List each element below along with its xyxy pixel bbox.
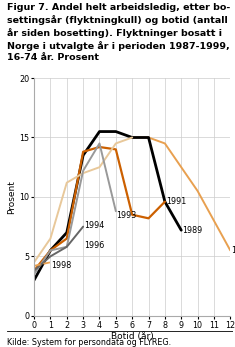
Text: 1998: 1998: [51, 261, 71, 270]
Text: 1987: 1987: [231, 246, 235, 255]
Text: 1991: 1991: [166, 197, 186, 206]
Text: 1989: 1989: [182, 226, 202, 235]
Text: Figur 7. Andel helt arbeidsledig, etter bo-
settingsår (flyktningkull) og botid : Figur 7. Andel helt arbeidsledig, etter …: [7, 3, 230, 62]
Text: 1996: 1996: [84, 241, 104, 250]
Text: Kilde: System for persondata og FLYREG.: Kilde: System for persondata og FLYREG.: [7, 338, 171, 347]
Text: 1993: 1993: [117, 211, 137, 220]
X-axis label: Botid (år): Botid (år): [111, 332, 153, 341]
Text: 1994: 1994: [84, 221, 104, 230]
Y-axis label: Prosent: Prosent: [7, 180, 16, 214]
